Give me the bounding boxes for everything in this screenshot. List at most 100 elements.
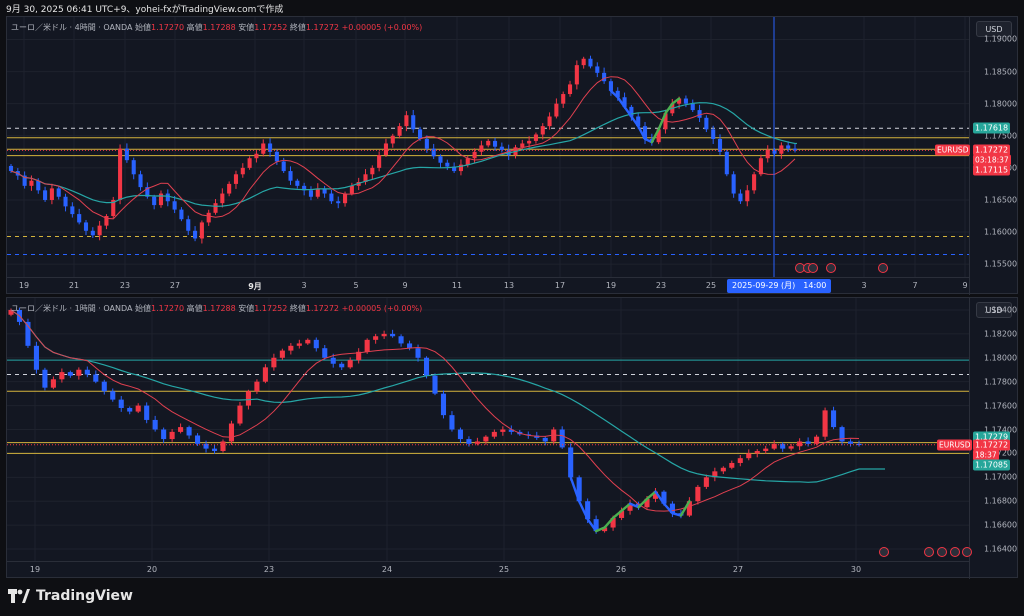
candle-body — [683, 98, 688, 104]
chart-panel-1h[interactable]: ユーロ／米ドル · 1時間 · OANDA 始値1.17270 高値1.1728… — [6, 297, 1019, 579]
time-tick-label: 11 — [451, 281, 463, 290]
candle-body — [561, 94, 566, 104]
candle-body — [595, 66, 600, 73]
candle-body — [737, 458, 743, 463]
economic-event-marker[interactable] — [826, 263, 836, 273]
price-tick-label: 1.17200 — [984, 448, 1018, 458]
candle-body — [339, 363, 345, 368]
time-tick-label: 3 — [861, 281, 867, 290]
price-axis-4h[interactable]: USD 1.190001.185001.180001.175001.170001… — [969, 17, 1019, 295]
candle-body — [161, 429, 167, 440]
candle-body — [661, 491, 667, 504]
candle-body — [729, 462, 735, 468]
candle-body — [254, 153, 259, 159]
price-tick-label: 1.17000 — [984, 472, 1018, 482]
currency-button[interactable]: USD — [976, 21, 1012, 37]
candle-body — [731, 174, 736, 194]
time-tick-label: 9 — [402, 281, 408, 290]
economic-event-marker[interactable] — [878, 263, 888, 273]
candle-body — [138, 174, 143, 188]
trend-indicator-segment — [662, 502, 674, 515]
candle-body — [330, 357, 336, 364]
candle-body — [440, 393, 447, 416]
trend-indicator-segment — [586, 517, 598, 533]
economic-event-marker[interactable] — [962, 547, 972, 557]
candle-body — [407, 343, 413, 349]
currency-button[interactable]: USD — [976, 302, 1012, 318]
trend-indicator-segment — [664, 102, 674, 115]
candle-body — [313, 339, 319, 349]
candle-body — [752, 174, 757, 191]
candle-body — [63, 196, 68, 207]
candle-body — [588, 58, 593, 67]
candle-body — [199, 222, 204, 239]
candle-body — [8, 165, 14, 172]
trend-indicator-segment — [620, 502, 632, 512]
time-tick-label: 30 — [850, 565, 862, 574]
time-tick-label: 21 — [68, 281, 80, 290]
candle-body — [554, 103, 559, 117]
price-tick-label: 1.18200 — [984, 329, 1018, 339]
economic-event-marker[interactable] — [808, 263, 818, 273]
price-plot-1h[interactable] — [7, 298, 969, 561]
candle-body — [349, 185, 354, 194]
candle-body — [724, 151, 729, 175]
symbol-tag: EURUSD — [937, 439, 973, 451]
economic-event-marker[interactable] — [879, 547, 889, 557]
time-axis-1h[interactable]: 19 20 23 24 25 26 27 30 — [7, 561, 969, 579]
candle-body — [704, 117, 709, 130]
time-axis-4h[interactable]: 2025-09-29 (月) 14:00 19 21 23 27 9月 3 5 9 11 13 17… — [7, 277, 969, 295]
candle-body — [458, 164, 463, 172]
candle-body — [423, 357, 430, 376]
candle-body — [449, 415, 455, 430]
candle-body — [593, 519, 599, 532]
candle-body — [492, 140, 498, 147]
candle-body — [615, 90, 620, 98]
candle-body — [203, 443, 209, 449]
price-tick-label: 1.17800 — [984, 377, 1018, 387]
trend-indicator-segment — [643, 137, 654, 144]
candle-body — [758, 158, 763, 175]
candle-body — [415, 348, 421, 358]
candle-body — [520, 143, 525, 148]
price-axis-1h[interactable]: USD 1.18400 1.18200 1.18000 1.17800 1.17600 1… — [969, 298, 1019, 579]
candle-body — [452, 166, 457, 172]
candle-body — [847, 441, 854, 444]
trend-indicator-segment — [611, 509, 623, 520]
candle-body — [322, 188, 327, 194]
candle-body — [193, 230, 198, 239]
candle-body — [179, 209, 184, 220]
candle-body — [568, 447, 574, 478]
economic-event-marker[interactable] — [924, 547, 934, 557]
candle-body — [438, 156, 443, 163]
candle-body — [457, 429, 463, 440]
symbol-tag: EURUSD — [935, 144, 971, 156]
candle-body — [42, 369, 48, 388]
candle-body — [254, 381, 260, 392]
time-tick-label: 7 — [912, 281, 918, 290]
time-tick-label: 20 — [146, 565, 158, 574]
trend-indicator-segment — [654, 490, 666, 505]
economic-event-marker[interactable] — [937, 547, 947, 557]
trend-indicator-segment — [671, 511, 683, 517]
candle-body — [279, 350, 285, 358]
time-tick-label: 25 — [498, 565, 510, 574]
candle-body — [619, 510, 625, 518]
countdown-tag: 03:18:37 — [973, 154, 1011, 166]
capture-caption: 9月 30, 2025 06:41 UTC+9、yohei-fxがTrading… — [6, 5, 284, 15]
price-plot-4h[interactable] — [7, 17, 969, 277]
candle-body — [363, 174, 368, 182]
candle-body — [84, 369, 90, 375]
candle-body — [525, 434, 531, 436]
chart-panel-4h[interactable]: ユーロ／米ドル · 4時間 · OANDA 始値1.17270 高値1.1728… — [6, 16, 1019, 295]
candle-body — [295, 180, 300, 186]
candle-body — [500, 429, 506, 432]
candle-body — [261, 143, 266, 154]
candle-body — [104, 216, 109, 226]
economic-event-marker[interactable] — [950, 547, 960, 557]
candle-body — [70, 206, 75, 215]
candle-body — [383, 143, 389, 156]
candle-body — [322, 348, 328, 358]
candle-body — [695, 486, 701, 502]
candle-body — [831, 410, 837, 428]
